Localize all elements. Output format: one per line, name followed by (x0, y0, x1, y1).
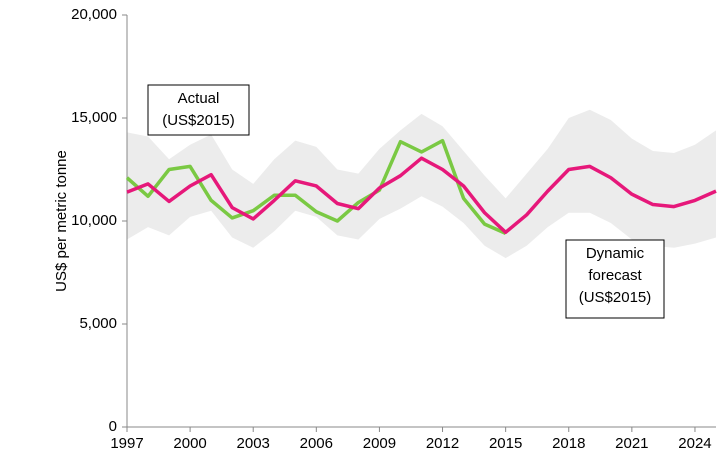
x-tick-label: 2006 (300, 435, 333, 452)
x-tick-label: 2012 (426, 435, 459, 452)
annotation-text: Dynamic (586, 245, 645, 262)
annotation-text: (US$2015) (162, 112, 235, 129)
y-tick-label: 0 (109, 418, 117, 435)
x-tick-label: 2000 (173, 435, 206, 452)
y-tick-label: 15,000 (71, 109, 117, 126)
x-tick-label: 2009 (363, 435, 396, 452)
y-tick-label: 10,000 (71, 212, 117, 229)
x-tick-label: 1997 (110, 435, 143, 452)
annotation-text: forecast (588, 267, 642, 284)
y-axis-label: US$ per metric tonne (53, 150, 70, 292)
x-tick-label: 2018 (552, 435, 585, 452)
y-tick-label: 5,000 (79, 315, 117, 332)
series-line (126, 156, 717, 235)
annotation-text: (US$2015) (579, 289, 652, 306)
series-line (125, 138, 507, 235)
x-tick-label: 2021 (615, 435, 648, 452)
forecast-band (127, 109, 716, 259)
x-tick-label: 2024 (678, 435, 711, 452)
annotation-box (565, 239, 665, 319)
y-tick-label: 20,000 (71, 6, 117, 23)
x-tick-label: 2003 (237, 435, 270, 452)
annotation-text: Actual (178, 90, 220, 107)
x-tick-label: 2015 (489, 435, 522, 452)
annotation-box (147, 84, 250, 136)
